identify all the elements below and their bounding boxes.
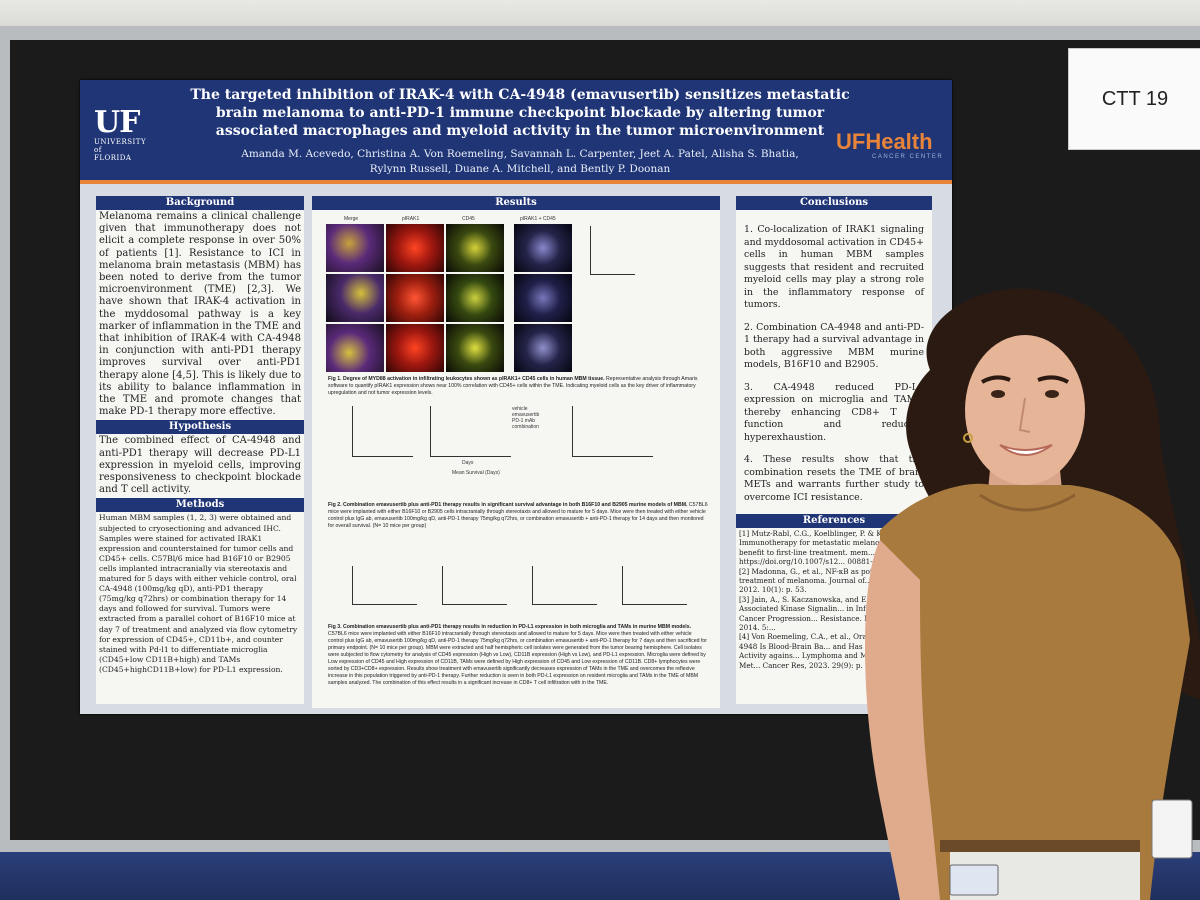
micrograph bbox=[446, 324, 504, 372]
fig3-caption: Fig 3. Combination emavusertib plus anti… bbox=[328, 624, 708, 686]
fig3-plot bbox=[622, 566, 687, 605]
lanyard-badge bbox=[949, 864, 999, 896]
eyebrow bbox=[981, 375, 1011, 384]
fig2-axis-days: Days bbox=[462, 460, 474, 466]
uf-logo: UF UNIVERSITY of FLORIDA bbox=[94, 105, 147, 163]
fig3-plot bbox=[442, 566, 507, 605]
micrograph bbox=[514, 274, 572, 322]
fig1-caption: Fig 1. Degree of MYD88 activation in inf… bbox=[328, 376, 698, 396]
earring bbox=[963, 433, 973, 443]
fig2-survival-b2905 bbox=[572, 406, 653, 457]
eye bbox=[991, 390, 1005, 398]
eye bbox=[1045, 390, 1059, 398]
micrograph bbox=[326, 224, 384, 272]
ufhealth-logo: UFHealth CANCER CENTER bbox=[836, 129, 944, 161]
background-text: Melanoma remains a clinical challenge gi… bbox=[99, 211, 301, 418]
conclusions-list: 1. Co-localization of IRAK1 signaling an… bbox=[744, 224, 924, 503]
fig1-label-merge2: pIRAK1 + CD45 bbox=[520, 216, 556, 222]
blouse bbox=[880, 483, 1190, 900]
poster-authors: Amanda M. Acevedo, Christina A. Von Roem… bbox=[241, 148, 799, 175]
micrograph bbox=[326, 324, 384, 372]
methods-text: Human MBM samples (1, 2, 3) were obtaine… bbox=[99, 513, 298, 674]
correlation-plot bbox=[590, 226, 635, 275]
fig3-plot bbox=[352, 566, 417, 605]
hypothesis-heading: Hypothesis bbox=[96, 420, 304, 435]
fig2-caption: Fig 2. Combination emavusertib plus anti… bbox=[328, 502, 708, 529]
fig2-legend: vehicle emavusertib PD-1 mAb combination bbox=[512, 406, 540, 430]
fig1-label-merge: Merge bbox=[344, 216, 359, 222]
face bbox=[965, 335, 1085, 485]
results-heading: Results bbox=[312, 196, 720, 210]
micrograph bbox=[446, 274, 504, 322]
micrograph bbox=[514, 324, 572, 372]
fig1-label-pirak1: pIRAK1 bbox=[402, 216, 420, 222]
belt bbox=[940, 840, 1140, 852]
methods-heading: Methods bbox=[96, 498, 304, 513]
hypothesis-text: The combined effect of CA-4948 and anti-… bbox=[99, 435, 301, 496]
poster-title: The targeted inhibition of IRAK-4 with C… bbox=[190, 87, 850, 139]
fig2-survival-b16f10 bbox=[430, 406, 511, 457]
micrograph bbox=[446, 224, 504, 272]
references-list: [1] Mutz-Rabl, C.G., Koelblinger, P. & K… bbox=[739, 529, 926, 670]
fig2-mean-survival: Mean Survival (Days) bbox=[452, 470, 500, 476]
arm bbox=[865, 540, 940, 900]
blouse-collar bbox=[979, 493, 1076, 512]
name-badge bbox=[1151, 799, 1193, 859]
presenter-person bbox=[865, 288, 1200, 900]
fig1-label-cd45: CD45 bbox=[462, 216, 475, 222]
micrograph bbox=[514, 224, 572, 272]
booth-number-sign: CTT 19 bbox=[1068, 48, 1200, 150]
fig3-plot bbox=[532, 566, 597, 605]
references-heading: References bbox=[736, 514, 932, 528]
results-column: Results Merge pIRAK1 CD45 pIRAK1 + CD45 … bbox=[312, 196, 720, 708]
fig2-boxplot bbox=[352, 406, 413, 457]
micrograph bbox=[326, 274, 384, 322]
conclusions-heading: Conclusions bbox=[736, 196, 932, 210]
eyebrow bbox=[1037, 375, 1069, 384]
micrograph bbox=[386, 224, 444, 272]
micrograph bbox=[386, 274, 444, 322]
micrograph bbox=[386, 324, 444, 372]
smile bbox=[999, 444, 1053, 456]
header-accent-stripe bbox=[80, 180, 952, 184]
left-column: Background Melanoma remains a clinical c… bbox=[96, 196, 304, 704]
research-poster: UF UNIVERSITY of FLORIDA The targeted in… bbox=[80, 80, 952, 714]
background-heading: Background bbox=[96, 196, 304, 210]
nose bbox=[1018, 397, 1031, 433]
poster-header: UF UNIVERSITY of FLORIDA The targeted in… bbox=[80, 80, 952, 180]
